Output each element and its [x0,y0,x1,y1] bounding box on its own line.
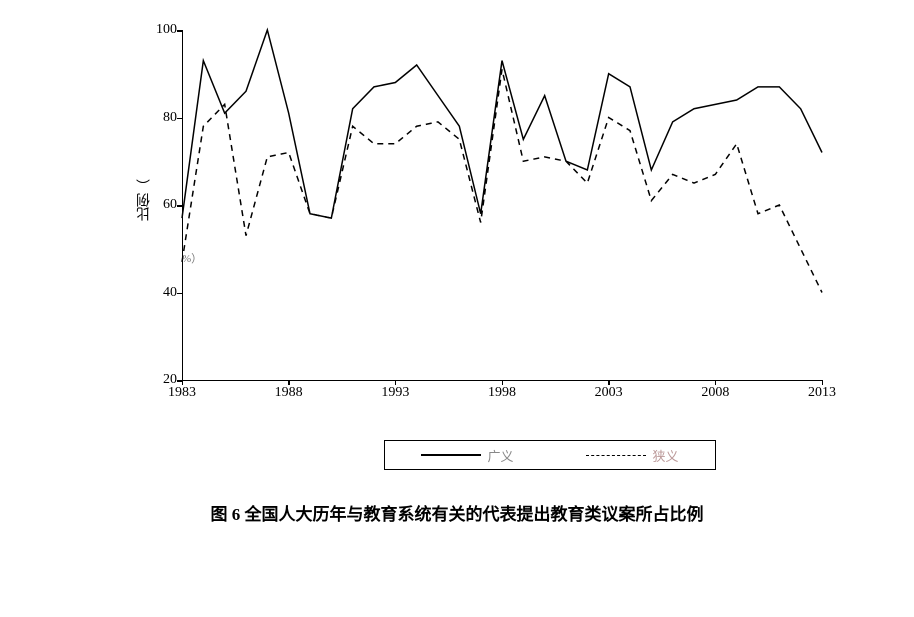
x-tick [182,380,184,385]
y-tick [177,205,182,207]
y-tick-label: 100 [156,22,177,38]
x-tick [502,380,504,385]
legend-item-narrow: 狭义 [586,446,678,465]
figure-caption: 图 6 全国人大历年与教育系统有关的代表提出教育类议案所占比例 [20,500,894,525]
legend-line-dashed [586,455,646,456]
x-tick-label: 2013 [808,385,836,401]
chart-lines-svg [182,30,822,380]
x-tick [288,380,290,385]
x-tick-label: 1983 [168,385,196,401]
y-axis-title: 比例（ [135,179,155,221]
chart-container: 比例（ %） 20406080100 198319881993199820032… [67,20,847,420]
x-tick-label: 2003 [595,385,623,401]
x-tick-label: 1998 [488,385,516,401]
x-tick [608,380,610,385]
x-tick-label: 1993 [381,385,409,401]
series-line-broad [182,30,822,218]
legend-label-broad: 广义 [487,446,513,465]
legend: 广义 狭义 [384,440,716,470]
x-tick [395,380,397,385]
y-tick [177,118,182,120]
y-tick-label: 80 [163,110,177,126]
y-tick [177,293,182,295]
x-tick-label: 2008 [701,385,729,401]
x-tick [715,380,717,385]
legend-label-narrow: 狭义 [652,446,678,465]
y-tick-label: 40 [163,285,177,301]
legend-item-broad: 广义 [421,446,513,465]
x-tick-label: 1988 [275,385,303,401]
x-tick [822,380,824,385]
y-tick [177,30,182,32]
legend-line-solid [421,454,481,456]
y-tick-label: 60 [163,197,177,213]
